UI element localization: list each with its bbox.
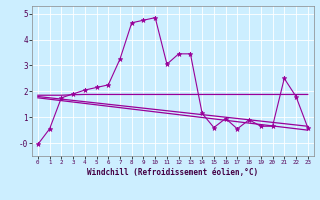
X-axis label: Windchill (Refroidissement éolien,°C): Windchill (Refroidissement éolien,°C): [87, 168, 258, 177]
